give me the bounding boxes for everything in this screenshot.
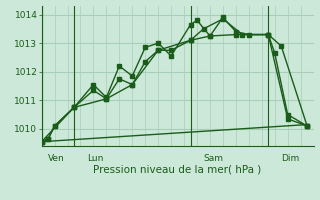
Text: Sam: Sam — [204, 154, 223, 163]
Text: Lun: Lun — [87, 154, 103, 163]
Text: Dim: Dim — [281, 154, 300, 163]
Text: Pression niveau de la mer( hPa ): Pression niveau de la mer( hPa ) — [93, 165, 262, 175]
Text: Ven: Ven — [48, 154, 65, 163]
